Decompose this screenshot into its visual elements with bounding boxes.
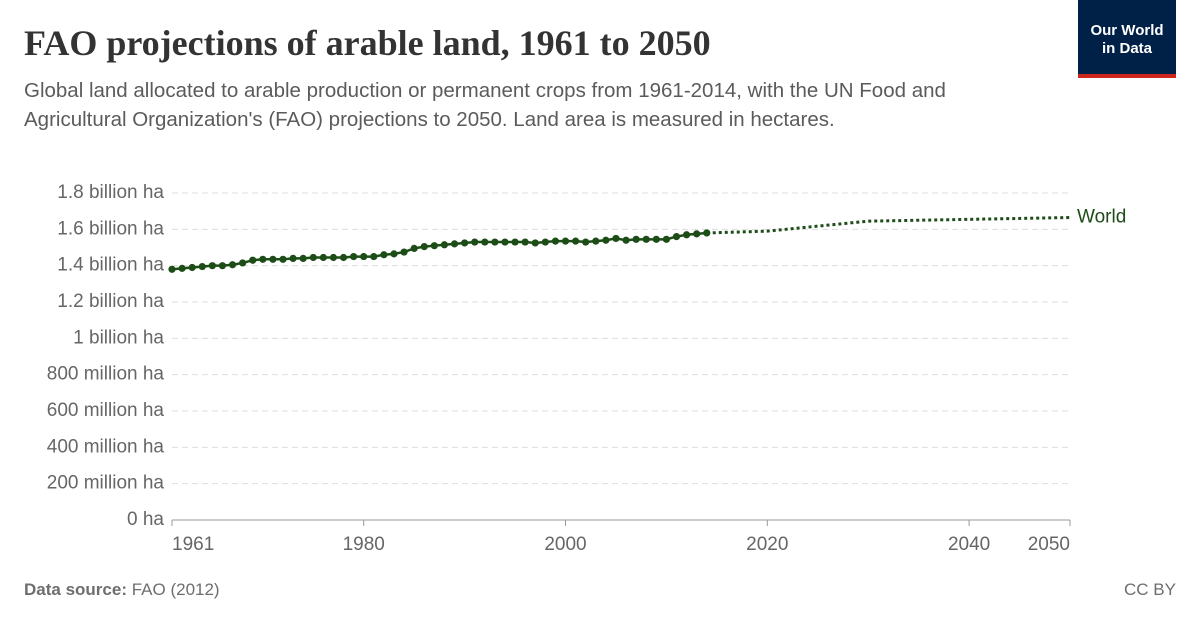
data-point [571,237,580,245]
chart-subtitle: Global land allocated to arable producti… [24,79,946,131]
data-point [461,239,469,247]
y-tick-label: 1 billion ha [73,327,164,348]
data-point [279,255,287,263]
data-point [400,248,408,256]
data-point [319,253,327,262]
data-point [511,238,519,246]
chart-title: FAO projections of arable land, 1961 to … [24,23,711,63]
data-point [168,265,176,273]
data-point [430,242,438,250]
data-point [329,253,338,262]
x-tick-label: 2050 [1028,534,1070,555]
data-point [309,253,317,262]
data-point [541,238,549,246]
y-tick-label: 1.6 billion ha [57,218,164,239]
x-tick-label: 1961 [172,534,214,555]
data-point [360,252,368,261]
data-point [632,235,640,243]
data-point [188,263,196,272]
y-tick-label: 800 million ha [47,364,165,385]
y-tick-label: 1.2 billion ha [57,291,164,312]
data-point [269,255,277,263]
data-point [390,250,398,258]
x-tick-label: 2020 [746,534,788,555]
data-point [239,259,247,267]
data-point [592,237,600,245]
data-point [481,238,489,246]
data-point [703,229,711,237]
data-point [531,239,539,247]
data-point [471,238,479,246]
source-label: Data source: [24,580,127,599]
data-point [198,262,206,271]
license[interactable]: CC BY [1124,580,1176,599]
data-point [249,256,257,264]
logo-line: in Data [1101,40,1152,57]
y-tick-label: 600 million ha [47,400,165,421]
data-point [218,262,227,270]
y-tick-label: 200 million ha [47,473,165,494]
x-tick-label: 1980 [343,534,385,555]
data-point [208,262,216,270]
y-tick-label: 0 ha [127,509,164,530]
data-point [178,264,186,272]
x-tick-label: 2000 [544,534,586,555]
data-point [410,244,418,253]
series-label: World [1077,207,1126,228]
data-point [339,253,348,262]
data-point [682,231,691,239]
data-point [662,235,671,243]
data-point [350,252,358,261]
logo[interactable]: Our World in Data [1078,0,1176,78]
data-point [642,235,650,243]
data-point [602,236,610,244]
data-point [501,238,509,246]
data-point [582,238,590,246]
data-point [299,254,307,262]
logo-line: Our World [1090,22,1164,39]
y-tick-label: 1.8 billion ha [57,182,164,203]
source: Data source: FAO (2012) [24,580,220,600]
data-point [450,240,459,248]
y-tick-label: 400 million ha [47,436,165,457]
data-point [259,255,267,263]
data-point [228,261,237,269]
data-point [380,251,388,259]
data-point [289,254,297,262]
y-tick-label: 1.4 billion ha [57,255,164,276]
data-point [370,252,378,261]
source-text[interactable]: FAO (2012) [131,580,220,599]
data-point [672,233,681,241]
projection-line [706,216,1071,235]
data-point [420,242,428,251]
data-point [551,237,560,245]
data-point [521,238,529,246]
data-point [693,230,701,238]
data-point [622,236,630,244]
data-point [652,235,660,243]
data-point [440,241,449,249]
data-point [491,238,499,246]
x-tick-label: 2040 [948,534,990,555]
data-point [612,234,620,243]
data-point [561,237,570,245]
